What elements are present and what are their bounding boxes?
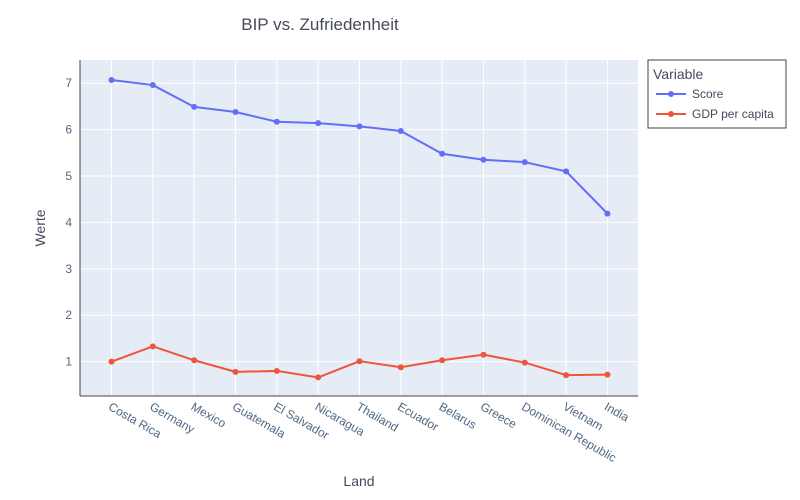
y-axis-title: Werte bbox=[32, 209, 48, 246]
data-point[interactable] bbox=[439, 150, 446, 157]
legend-swatch-marker bbox=[668, 111, 674, 117]
x-axis-title: Land bbox=[343, 473, 374, 489]
data-point[interactable] bbox=[232, 108, 239, 115]
data-point[interactable] bbox=[273, 367, 280, 374]
legend-label: Score bbox=[692, 87, 724, 101]
legend[interactable]: Variable Score GDP per capita bbox=[647, 59, 787, 129]
legend-swatch-marker bbox=[668, 91, 674, 97]
data-point[interactable] bbox=[604, 210, 611, 217]
data-point[interactable] bbox=[397, 364, 404, 371]
data-point[interactable] bbox=[521, 359, 528, 366]
data-point[interactable] bbox=[315, 120, 322, 127]
y-tick-label: 1 bbox=[65, 355, 72, 369]
series-group bbox=[108, 76, 611, 381]
data-point[interactable] bbox=[191, 357, 198, 364]
data-point[interactable] bbox=[480, 351, 487, 358]
data-point[interactable] bbox=[149, 343, 156, 350]
data-point[interactable] bbox=[521, 159, 528, 166]
data-point[interactable] bbox=[439, 357, 446, 364]
data-point[interactable] bbox=[480, 156, 487, 163]
y-tick-label: 3 bbox=[65, 262, 72, 276]
chart-title: BIP vs. Zufriedenheit bbox=[241, 15, 399, 34]
data-point[interactable] bbox=[604, 371, 611, 378]
y-tick-label: 4 bbox=[65, 215, 72, 229]
data-point[interactable] bbox=[108, 76, 115, 83]
y-axis: 1 2 3 4 5 6 7 bbox=[65, 76, 72, 368]
data-point[interactable] bbox=[315, 374, 322, 381]
legend-item[interactable]: GDP per capita bbox=[656, 107, 774, 121]
legend-label: GDP per capita bbox=[692, 107, 774, 121]
data-point[interactable] bbox=[232, 368, 239, 375]
x-tick-label: Ecuador bbox=[395, 399, 441, 433]
x-tick-label: Greece bbox=[478, 399, 519, 431]
y-tick-label: 7 bbox=[65, 76, 72, 90]
y-tick-label: 6 bbox=[65, 123, 72, 137]
gridlines bbox=[80, 60, 638, 396]
y-tick-label: 2 bbox=[65, 308, 72, 322]
data-point[interactable] bbox=[563, 372, 570, 379]
data-point[interactable] bbox=[149, 82, 156, 89]
x-tick-label: India bbox=[602, 399, 632, 424]
data-point[interactable] bbox=[191, 103, 198, 110]
y-tick-label: 5 bbox=[65, 169, 72, 183]
data-point[interactable] bbox=[356, 123, 363, 130]
data-point[interactable] bbox=[273, 118, 280, 125]
data-point[interactable] bbox=[356, 358, 363, 365]
data-point[interactable] bbox=[108, 358, 115, 365]
x-tick-label: Belarus bbox=[437, 399, 479, 431]
data-point[interactable] bbox=[397, 128, 404, 135]
data-point[interactable] bbox=[563, 168, 570, 175]
legend-title: Variable bbox=[653, 66, 704, 82]
legend-item[interactable]: Score bbox=[656, 87, 724, 101]
